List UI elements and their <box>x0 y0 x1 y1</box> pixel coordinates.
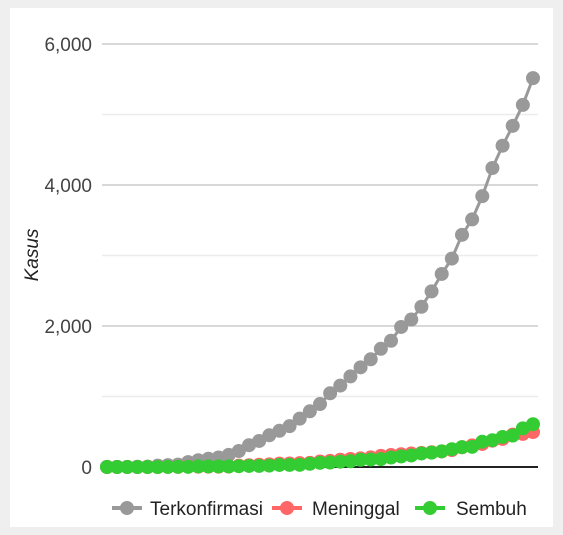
data-point[interactable] <box>292 457 307 472</box>
y-tick-labels: 0 2,000 4,000 6,000 <box>44 35 92 479</box>
data-point[interactable] <box>201 459 216 474</box>
data-point[interactable] <box>313 397 327 412</box>
data-point[interactable] <box>353 452 368 467</box>
series-group <box>100 71 540 474</box>
data-point[interactable] <box>475 189 490 204</box>
data-point[interactable] <box>515 97 530 112</box>
data-point[interactable] <box>110 460 125 474</box>
data-point[interactable] <box>272 457 287 472</box>
data-point[interactable] <box>140 460 155 474</box>
data-point[interactable] <box>231 459 246 474</box>
data-point[interactable] <box>485 161 500 176</box>
data-point[interactable] <box>414 299 429 314</box>
data-point[interactable] <box>171 459 185 474</box>
y-tick-label: 2,000 <box>44 317 92 338</box>
data-point[interactable] <box>282 419 297 434</box>
data-point[interactable] <box>363 352 378 367</box>
data-point[interactable] <box>363 452 378 467</box>
series-terkonfirmasi <box>100 71 540 474</box>
data-point[interactable] <box>191 459 206 474</box>
data-point[interactable] <box>333 454 348 469</box>
y-tick-label: 6,000 <box>44 35 92 56</box>
data-point[interactable] <box>394 319 409 334</box>
data-point[interactable] <box>444 251 459 266</box>
data-point[interactable] <box>302 456 317 471</box>
data-point[interactable] <box>526 71 540 86</box>
legend-swatch-marker <box>423 501 437 515</box>
data-point[interactable] <box>120 460 135 474</box>
data-point[interactable] <box>455 227 469 242</box>
data-point[interactable] <box>292 411 307 426</box>
data-point[interactable] <box>424 445 439 460</box>
legend-label: Terkonfirmasi <box>150 499 263 520</box>
data-point[interactable] <box>302 404 317 419</box>
y-tick-label: 0 <box>81 458 92 479</box>
data-point[interactable] <box>150 460 165 474</box>
data-point[interactable] <box>333 378 348 393</box>
data-point[interactable] <box>384 333 398 348</box>
data-point[interactable] <box>394 449 409 464</box>
data-point[interactable] <box>160 459 175 474</box>
data-point[interactable] <box>323 386 338 401</box>
data-point[interactable] <box>221 459 236 474</box>
legend-label: Meninggal <box>312 499 400 520</box>
legend-item-sembuh[interactable]: Sembuh <box>415 499 527 520</box>
data-point[interactable] <box>505 428 520 443</box>
data-point[interactable] <box>313 455 327 470</box>
data-point[interactable] <box>526 417 540 432</box>
data-point[interactable] <box>384 450 398 465</box>
data-point[interactable] <box>373 341 388 356</box>
y-tick-label: 4,000 <box>44 176 92 197</box>
data-point[interactable] <box>434 266 449 281</box>
data-point[interactable] <box>282 457 297 472</box>
legend-item-meninggal[interactable]: Meninggal <box>272 499 400 520</box>
data-point[interactable] <box>252 458 267 473</box>
data-point[interactable] <box>495 138 510 153</box>
legend-swatch-marker <box>120 501 134 515</box>
data-point[interactable] <box>100 460 114 474</box>
data-point[interactable] <box>424 284 439 299</box>
data-point[interactable] <box>181 459 196 474</box>
data-point[interactable] <box>505 118 520 133</box>
data-point[interactable] <box>343 369 358 384</box>
data-point[interactable] <box>262 458 277 473</box>
y-axis-title: Kasus <box>22 228 43 281</box>
series-sembuh <box>100 417 540 474</box>
data-point[interactable] <box>242 458 256 473</box>
data-point[interactable] <box>323 455 338 470</box>
legend-swatch-marker <box>280 501 294 515</box>
legend-label: Sembuh <box>456 499 527 520</box>
data-point[interactable] <box>211 459 226 474</box>
data-point[interactable] <box>252 433 267 448</box>
data-point[interactable] <box>130 460 145 474</box>
legend-item-terkonfirmasi[interactable]: Terkonfirmasi <box>112 499 263 520</box>
data-point[interactable] <box>404 312 419 327</box>
data-point[interactable] <box>414 446 429 461</box>
data-point[interactable] <box>353 360 368 375</box>
data-point[interactable] <box>455 440 469 455</box>
legend: Terkonfirmasi Meninggal Sembuh <box>112 499 527 520</box>
data-point[interactable] <box>465 212 480 227</box>
data-point[interactable] <box>231 443 246 458</box>
